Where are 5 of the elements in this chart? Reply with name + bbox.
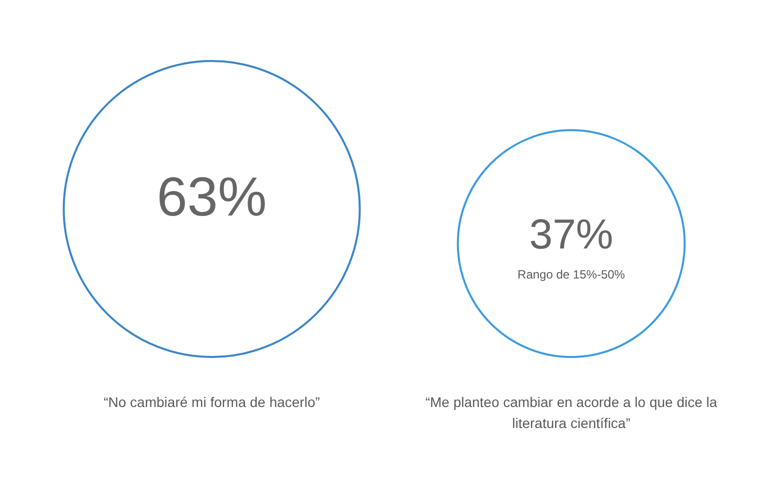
- category-label: “No cambiaré mi forma de hacerlo”: [104, 394, 320, 410]
- text: Rango de 15%-50%: [518, 268, 625, 282]
- data-label: 63%: [156, 165, 267, 228]
- category-label: “Me planteo cambiar en acorde a lo que dice la literatura científica”: [425, 394, 718, 431]
- data-label: 37%: [529, 210, 614, 258]
